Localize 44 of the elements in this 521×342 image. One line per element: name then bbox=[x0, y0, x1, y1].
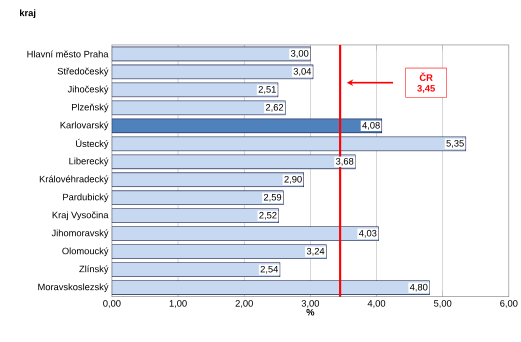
data-label: 3,00 bbox=[290, 50, 308, 58]
y-tick-label: Moravskoslezský bbox=[38, 283, 108, 292]
y-tick-label: Kraj Vysočina bbox=[52, 212, 109, 220]
data-label: 3,68 bbox=[336, 158, 354, 166]
x-axis-title: % bbox=[306, 309, 314, 316]
y-axis-title: kraj bbox=[20, 10, 36, 18]
data-label: 5,35 bbox=[446, 140, 464, 148]
data-label: 3,04 bbox=[294, 68, 312, 76]
bar bbox=[112, 226, 379, 242]
x-tick-label: 5,00 bbox=[434, 300, 452, 308]
x-tick-label: 4,00 bbox=[368, 300, 386, 308]
bar bbox=[112, 172, 304, 188]
bar bbox=[112, 280, 430, 296]
y-tick-label: Pardubický bbox=[63, 194, 108, 202]
data-label: 3,24 bbox=[306, 248, 324, 256]
data-label: 2,54 bbox=[260, 266, 278, 274]
x-tick-label: 3,00 bbox=[302, 300, 320, 308]
bar bbox=[112, 154, 356, 170]
y-tick-label: Zlínský bbox=[79, 266, 108, 274]
y-tick-label: Jihomoravský bbox=[52, 230, 108, 238]
x-tick-label: 2,00 bbox=[236, 300, 253, 308]
y-tick-label: Olomoucký bbox=[62, 248, 108, 256]
x-tick-label: 1,00 bbox=[170, 300, 187, 308]
x-tick-label: 0,00 bbox=[103, 300, 121, 308]
x-tick-label: 6,00 bbox=[500, 300, 518, 308]
data-label: 2,52 bbox=[259, 212, 277, 220]
y-tick-label: Karlovarský bbox=[60, 122, 108, 130]
y-tick-label: Jihočeský bbox=[68, 86, 108, 94]
bar bbox=[112, 64, 314, 80]
data-label: 4,80 bbox=[410, 284, 428, 292]
y-tick-label: Ústecký bbox=[76, 139, 108, 150]
y-tick-label: Plzeňský bbox=[72, 104, 108, 112]
data-label: 4,08 bbox=[362, 122, 380, 130]
y-tick-label: Liberecký bbox=[69, 158, 108, 166]
data-label: 4,03 bbox=[358, 230, 376, 238]
data-label: 2,51 bbox=[258, 86, 276, 94]
data-label: 2,90 bbox=[284, 176, 302, 184]
y-tick-label: Hlavní město Praha bbox=[27, 50, 108, 58]
y-tick-label: Královéhradecký bbox=[40, 176, 108, 184]
data-label: 2,59 bbox=[264, 194, 282, 202]
data-label: 2,62 bbox=[266, 104, 284, 112]
y-tick-label: Středočeský bbox=[58, 68, 108, 77]
bar bbox=[112, 118, 382, 134]
ref-line-label: ČR 3,45 bbox=[417, 72, 435, 94]
